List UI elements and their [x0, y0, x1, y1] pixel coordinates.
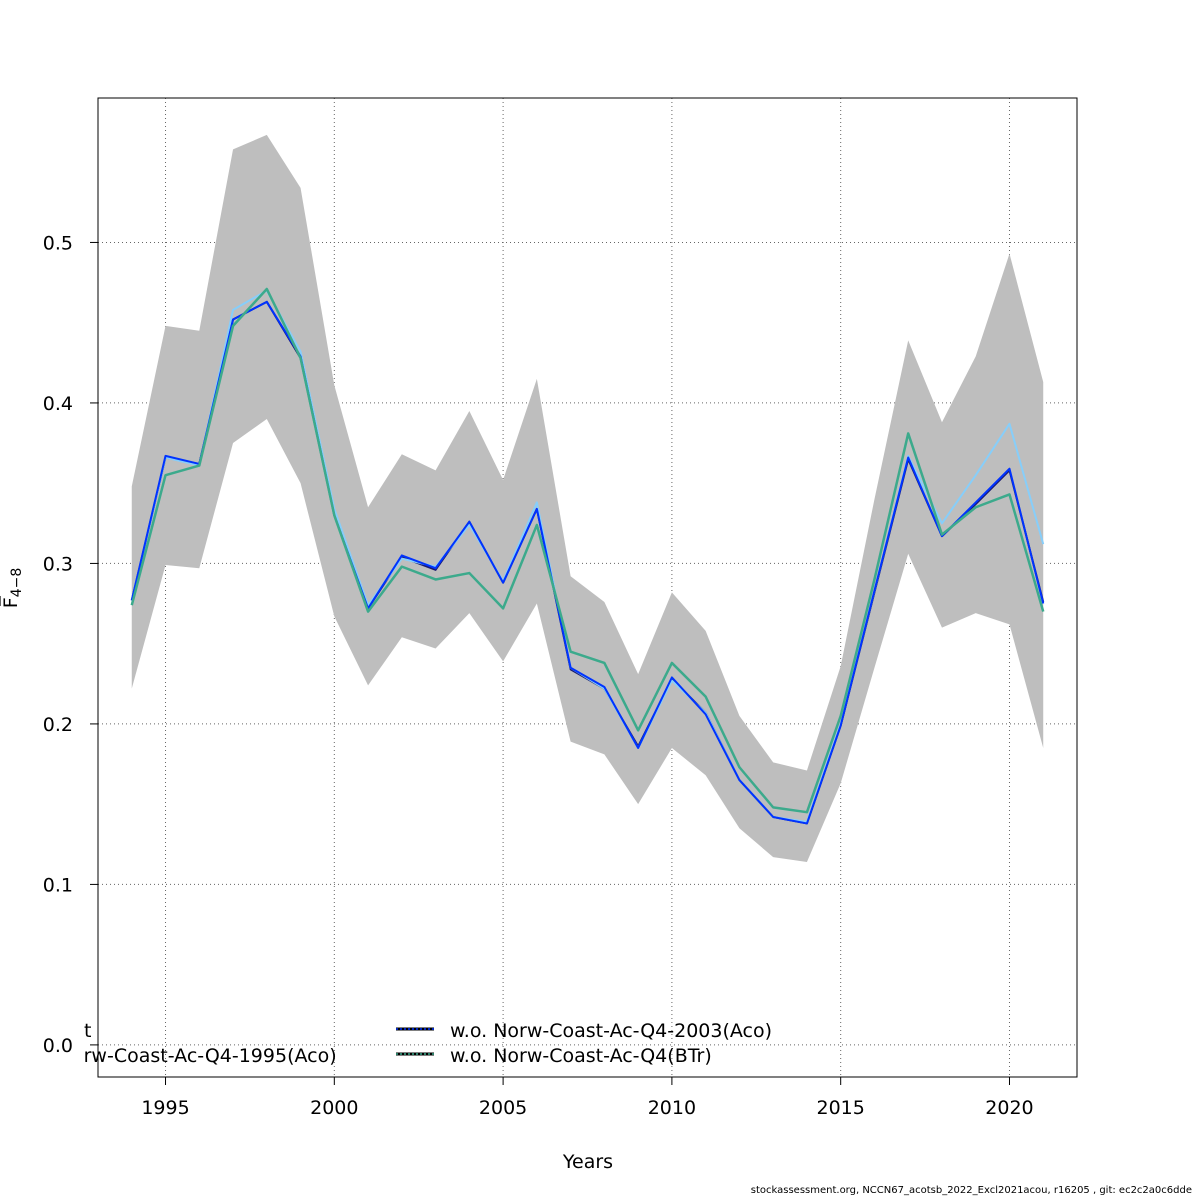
- y-axis: 0.0 0.1 0.2 0.3 0.4 0.5: [43, 232, 98, 1057]
- x-tick-label: 2015: [817, 1097, 865, 1119]
- legend-label: orw-Coast-Ac-Q4-1995(Aco): [72, 1045, 337, 1067]
- legend-label: w.o. Norw-Coast-Ac-Q4-2003(Aco): [450, 1020, 772, 1042]
- y-axis-title-sub: 4−8: [9, 568, 25, 598]
- x-tick-label: 2005: [479, 1097, 527, 1119]
- y-tick-label: 0.2: [43, 714, 73, 736]
- series-lines: [130, 287, 1045, 825]
- x-axis: 1995 2000 2005 2010 2015 2020: [141, 1077, 1034, 1119]
- x-tick-label: 2020: [985, 1097, 1033, 1119]
- series-line-3: [130, 300, 1045, 825]
- x-tick-label: 1995: [141, 1097, 189, 1119]
- y-axis-title-main: F: [0, 597, 22, 608]
- y-tick-label: 0.3: [43, 553, 73, 575]
- confidence-band: [131, 134, 1044, 862]
- series-line-4: [130, 287, 1045, 814]
- y-tick-label: 0.1: [43, 874, 73, 896]
- legend-label: nt: [72, 1020, 92, 1042]
- x-tick-label: 2000: [310, 1097, 358, 1119]
- plot-frame: [97, 97, 1078, 1078]
- footer-note: stockassessment.org, NCCN67_acotsb_2022_…: [750, 1185, 1192, 1196]
- svg-text:F4−8: F4−8: [0, 568, 25, 608]
- y-tick-label: 0.4: [43, 393, 73, 415]
- legend-label: w.o. Norw-Coast-Ac-Q4(BTr): [450, 1045, 712, 1067]
- legend: nt w.o. Norw-Coast-Ac-Q4-2003(Aco) orw-Coa…: [72, 1020, 772, 1067]
- y-tick-label: 0.5: [43, 232, 73, 254]
- y-axis-title: F4−8: [0, 568, 25, 608]
- x-axis-title: Years: [562, 1151, 613, 1173]
- x-tick-label: 2010: [648, 1097, 696, 1119]
- y-tick-label: 0.0: [43, 1035, 73, 1057]
